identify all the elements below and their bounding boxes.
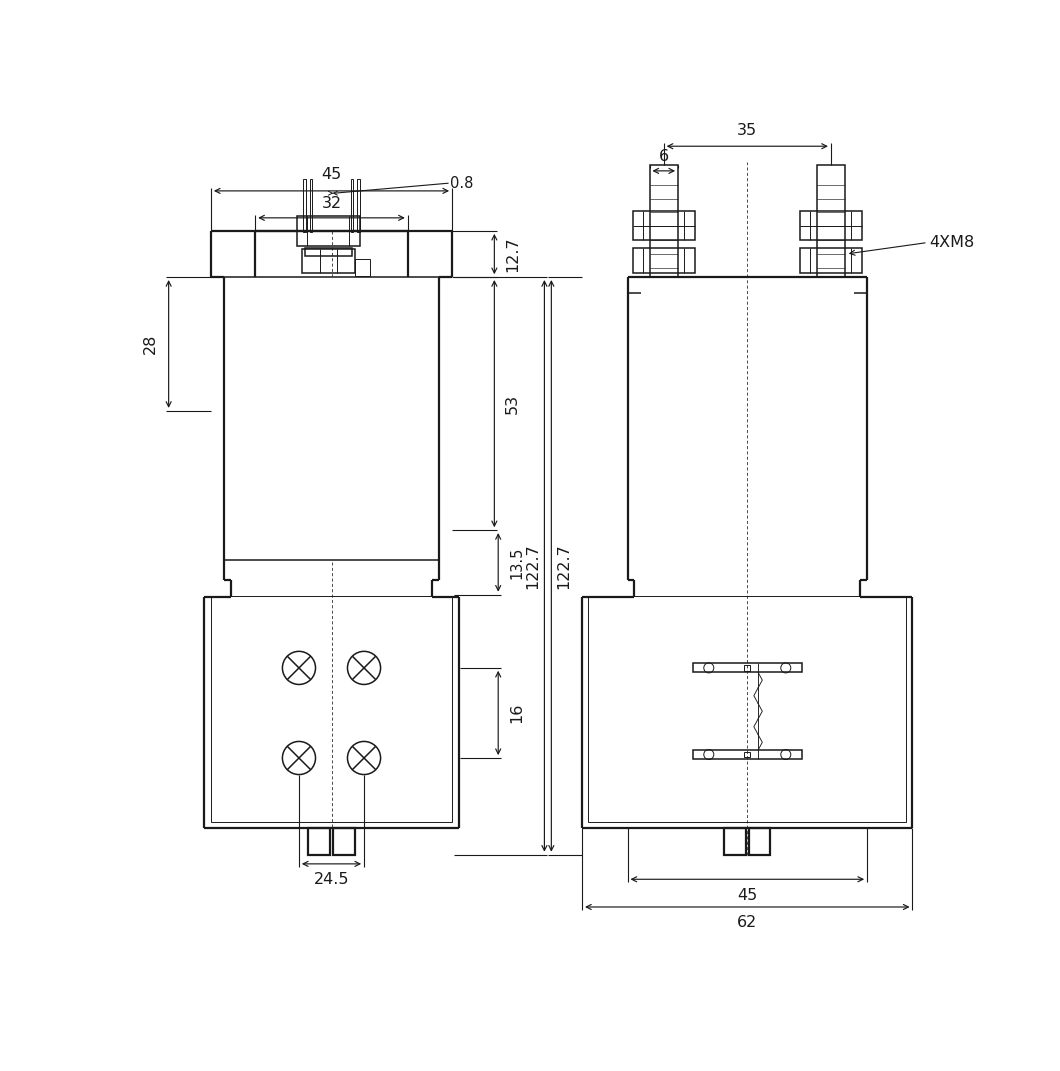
Bar bbox=[355, 259, 370, 276]
Text: 45: 45 bbox=[321, 167, 341, 182]
Text: 35: 35 bbox=[738, 123, 757, 138]
Text: 122.7: 122.7 bbox=[525, 543, 540, 589]
Bar bbox=[333, 829, 355, 855]
Bar bbox=[303, 179, 305, 232]
Text: 4XM8: 4XM8 bbox=[930, 235, 974, 250]
Text: 13.5: 13.5 bbox=[509, 546, 524, 578]
Bar bbox=[724, 829, 746, 855]
Text: 45: 45 bbox=[737, 888, 758, 903]
Bar bbox=[800, 211, 862, 240]
Text: 24.5: 24.5 bbox=[314, 873, 349, 888]
Bar bbox=[744, 665, 750, 670]
Text: 0.8: 0.8 bbox=[450, 176, 474, 191]
Text: 6: 6 bbox=[658, 149, 669, 164]
Bar bbox=[650, 166, 678, 277]
Bar bbox=[748, 829, 771, 855]
Bar bbox=[211, 595, 453, 823]
Bar bbox=[800, 247, 862, 272]
Bar bbox=[351, 179, 353, 232]
Bar bbox=[692, 750, 802, 759]
Bar bbox=[297, 216, 360, 245]
Bar bbox=[310, 179, 313, 232]
Bar bbox=[588, 595, 906, 823]
Text: 122.7: 122.7 bbox=[555, 543, 571, 589]
Bar bbox=[302, 248, 355, 273]
Bar bbox=[308, 829, 330, 855]
Bar bbox=[633, 211, 694, 240]
Bar bbox=[816, 166, 845, 277]
Bar bbox=[692, 663, 802, 673]
Text: 62: 62 bbox=[737, 916, 758, 931]
Text: 32: 32 bbox=[321, 196, 341, 211]
Bar bbox=[633, 247, 694, 272]
Bar bbox=[304, 247, 352, 256]
Text: 28: 28 bbox=[143, 334, 158, 355]
Bar bbox=[744, 752, 750, 757]
Text: 53: 53 bbox=[506, 393, 520, 413]
Text: 16: 16 bbox=[509, 703, 524, 723]
Text: 12.7: 12.7 bbox=[506, 237, 520, 272]
Bar bbox=[357, 179, 360, 232]
